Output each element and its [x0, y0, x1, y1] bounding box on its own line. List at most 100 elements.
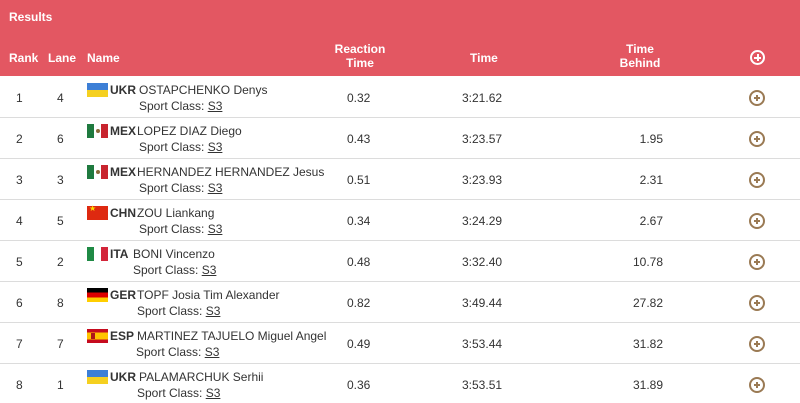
column-header-behind-line2: Behind	[619, 56, 661, 70]
rank-cell: 7	[16, 337, 23, 351]
expand-row-plus-circle-icon[interactable]	[749, 295, 765, 311]
lane-cell: 2	[57, 255, 64, 269]
reaction-time-cell: 0.49	[347, 337, 371, 351]
flag-mex-icon	[87, 124, 108, 138]
sport-class-label: Sport Class:	[139, 222, 205, 236]
sport-class-label: Sport Class:	[137, 304, 203, 318]
expand-row-plus-circle-icon[interactable]	[749, 90, 765, 106]
athlete-name-link[interactable]: TOPF Josia Tim Alexander	[137, 288, 280, 302]
expand-row-plus-circle-icon[interactable]	[749, 254, 765, 270]
reaction-time-cell: 0.32	[347, 91, 371, 105]
column-header-reaction-time[interactable]: Reaction Time	[330, 42, 390, 70]
sport-class-label: Sport Class:	[137, 386, 203, 400]
time-cell: 3:32.40	[462, 255, 503, 269]
nation-code: ITA	[110, 247, 129, 261]
table-row[interactable]: 4 5 CHN ZOU Liankang Sport Class: S3 0.3…	[0, 200, 800, 241]
sport-class-label: Sport Class:	[133, 263, 199, 277]
flag-chn-icon	[87, 204, 108, 220]
sport-class: Sport Class: S3	[133, 263, 216, 277]
expand-row-plus-circle-icon[interactable]	[749, 131, 765, 147]
table-row[interactable]: 1 4 UKR OSTAPCHENKO Denys Sport Class: S…	[0, 77, 800, 118]
nation-code: ESP	[110, 329, 135, 343]
lane-cell: 1	[57, 378, 64, 392]
sport-class-label: Sport Class:	[139, 140, 205, 154]
sport-class: Sport Class: S3	[136, 345, 219, 359]
time-behind-cell: 1.95	[639, 132, 663, 146]
column-header-time-behind[interactable]: Time Behind	[612, 42, 668, 70]
athlete-name-link[interactable]: PALAMARCHUK Serhii	[139, 370, 264, 384]
column-header-behind-line1: Time	[626, 42, 654, 56]
time-behind-cell: 31.82	[632, 337, 663, 351]
sport-class-value-link[interactable]: S3	[207, 99, 223, 113]
table-row[interactable]: 6 8 GER TOPF Josia Tim Alexander Sport C…	[0, 282, 800, 323]
rank-cell: 2	[16, 132, 23, 146]
table-row[interactable]: 8 1 UKR PALAMARCHUK Serhii Sport Class: …	[0, 364, 800, 403]
nation-code: UKR	[110, 83, 136, 97]
sport-class-value-link[interactable]: S3	[207, 181, 223, 195]
rank-cell: 5	[16, 255, 23, 269]
reaction-time-cell: 0.82	[347, 296, 371, 310]
time-behind-cell: 10.78	[632, 255, 663, 269]
expand-row-plus-circle-icon[interactable]	[749, 172, 765, 188]
sport-class: Sport Class: S3	[139, 181, 222, 195]
time-cell: 3:23.93	[462, 173, 503, 187]
athlete-name-link[interactable]: ZOU Liankang	[137, 206, 215, 220]
sport-class-value-link[interactable]: S3	[205, 304, 221, 318]
lane-cell: 4	[57, 91, 64, 105]
sport-class-value-link[interactable]: S3	[207, 140, 223, 154]
flag-ukr-icon	[87, 83, 108, 97]
rank-cell: 6	[16, 296, 23, 310]
time-cell: 3:53.51	[462, 378, 503, 392]
sport-class: Sport Class: S3	[139, 140, 222, 154]
athlete-name-link[interactable]: MARTINEZ TAJUELO Miguel Angel	[137, 329, 327, 343]
sport-class: Sport Class: S3	[139, 222, 222, 236]
time-cell: 3:24.29	[462, 214, 503, 228]
nation-code: UKR	[110, 370, 136, 384]
nation-code: CHN	[110, 206, 136, 220]
column-header-time[interactable]: Time	[470, 51, 498, 65]
flag-ger-icon	[87, 288, 108, 302]
sport-class-value-link[interactable]: S3	[207, 222, 223, 236]
rank-cell: 4	[16, 214, 23, 228]
sport-class-value-link[interactable]: S3	[201, 263, 217, 277]
results-header: Results Rank Lane Name Reaction Time Tim…	[0, 0, 800, 76]
reaction-time-cell: 0.51	[347, 173, 371, 187]
time-cell: 3:23.57	[462, 132, 503, 146]
rank-cell: 8	[16, 378, 23, 392]
time-behind-cell: 2.67	[639, 214, 663, 228]
column-header-rank[interactable]: Rank	[9, 51, 39, 65]
table-row[interactable]: 2 6 MEX LOPEZ DIAZ Diego Sport Class: S3…	[0, 118, 800, 159]
lane-cell: 7	[57, 337, 64, 351]
sport-class-value-link[interactable]: S3	[204, 345, 220, 359]
sport-class: Sport Class: S3	[137, 386, 220, 400]
column-header-reaction-line1: Reaction	[334, 42, 386, 56]
expand-row-plus-circle-icon[interactable]	[749, 377, 765, 393]
lane-cell: 5	[57, 214, 64, 228]
sport-class-label: Sport Class:	[139, 99, 205, 113]
flag-esp-icon	[87, 329, 108, 343]
column-header-lane[interactable]: Lane	[48, 51, 77, 65]
flag-ukr-icon	[87, 370, 108, 384]
nation-code: MEX	[110, 165, 137, 179]
sport-class-label: Sport Class:	[139, 181, 205, 195]
athlete-name-link[interactable]: HERNANDEZ HERNANDEZ Jesus	[137, 165, 325, 179]
table-row[interactable]: 7 7 ESP MARTINEZ TAJUELO Miguel Angel Sp…	[0, 323, 800, 364]
table-row[interactable]: 5 2 ITA BONI Vincenzo Sport Class: S3 0.…	[0, 241, 800, 282]
sport-class-value-link[interactable]: S3	[205, 386, 221, 400]
expand-row-plus-circle-icon[interactable]	[749, 213, 765, 229]
athlete-name-link[interactable]: LOPEZ DIAZ Diego	[137, 124, 242, 138]
athlete-name-link[interactable]: OSTAPCHENKO Denys	[139, 83, 268, 97]
column-header-reaction-line2: Time	[346, 56, 374, 70]
time-cell: 3:53.44	[462, 337, 503, 351]
time-cell: 3:21.62	[462, 91, 503, 105]
expand-all-plus-circle-icon[interactable]	[750, 50, 765, 65]
reaction-time-cell: 0.36	[347, 378, 371, 392]
nation-code: MEX	[110, 124, 137, 138]
rank-cell: 3	[16, 173, 23, 187]
table-row[interactable]: 3 3 MEX HERNANDEZ HERNANDEZ Jesus Sport …	[0, 159, 800, 200]
column-header-name[interactable]: Name	[87, 51, 120, 65]
flag-ita-icon	[87, 247, 108, 261]
sport-class: Sport Class: S3	[139, 99, 222, 113]
expand-row-plus-circle-icon[interactable]	[749, 336, 765, 352]
athlete-name-link[interactable]: BONI Vincenzo	[133, 247, 215, 261]
